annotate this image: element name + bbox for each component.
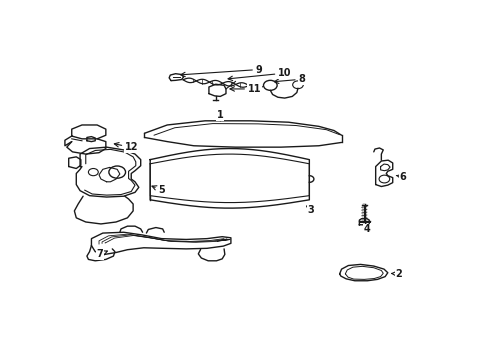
Text: 2: 2 bbox=[391, 269, 401, 279]
Text: 8: 8 bbox=[274, 74, 305, 84]
Text: 6: 6 bbox=[395, 172, 406, 182]
Text: 11: 11 bbox=[229, 84, 261, 94]
Text: 7: 7 bbox=[96, 249, 107, 260]
Text: 3: 3 bbox=[306, 204, 314, 215]
Text: 4: 4 bbox=[363, 224, 370, 234]
Text: 5: 5 bbox=[152, 185, 164, 195]
Text: 9: 9 bbox=[181, 64, 262, 77]
Text: 1: 1 bbox=[217, 110, 223, 121]
Text: 12: 12 bbox=[114, 143, 138, 152]
Text: 10: 10 bbox=[227, 68, 291, 81]
